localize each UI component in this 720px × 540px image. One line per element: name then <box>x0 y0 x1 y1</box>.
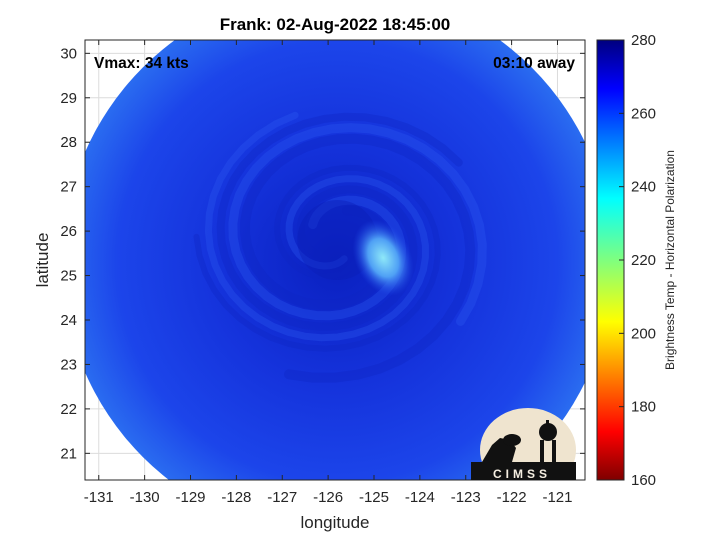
spiral-band <box>228 123 487 326</box>
y-tick-label: 30 <box>60 45 77 62</box>
spiral-band <box>216 112 463 331</box>
x-tick-label: -122 <box>497 489 527 506</box>
cimss-logo: CIMSS <box>471 408 576 481</box>
x-tick-label: -123 <box>451 489 481 506</box>
chart-title: Frank: 02-Aug-2022 18:45:00 <box>220 15 451 34</box>
y-tick-label: 27 <box>60 179 77 196</box>
spiral-band <box>204 111 429 342</box>
y-tick-label: 21 <box>60 445 77 462</box>
colorbar-tick-label: 260 <box>631 105 656 122</box>
x-axis-label: longitude <box>300 513 369 532</box>
x-tick-label: -129 <box>175 489 205 506</box>
y-axis-ticks: 21 22 23 24 25 26 27 28 29 30 <box>60 45 585 462</box>
bright-convection-spot <box>352 219 414 296</box>
colorbar-tick-label: 160 <box>631 472 656 489</box>
x-axis-ticks: -131 -130 -129 -128 -127 -126 -125 -124 -123 -122… <box>84 40 572 506</box>
colorbar-tick-label: 280 <box>631 32 656 49</box>
colorbar-tick-label: 220 <box>631 252 656 269</box>
x-tick-label: -130 <box>130 489 160 506</box>
y-tick-label: 26 <box>60 223 77 240</box>
time-away-annotation: 03:10 away <box>493 55 575 72</box>
x-tick-label: -131 <box>84 489 114 506</box>
colorbar-ticks: 160 180 200 220 240 260 280 <box>619 32 656 489</box>
vmax-annotation: Vmax: 34 kts <box>94 55 189 72</box>
colorbar-tick-label: 200 <box>631 325 656 342</box>
y-tick-label: 28 <box>60 134 77 151</box>
x-tick-label: -124 <box>405 489 435 506</box>
y-tick-label: 22 <box>60 401 77 418</box>
spiral-band <box>193 164 441 352</box>
colorbar-tick-label: 240 <box>631 179 656 196</box>
y-tick-label: 23 <box>60 356 77 373</box>
y-tick-label: 24 <box>60 312 77 329</box>
x-tick-label: -125 <box>359 489 389 506</box>
logo-text: CIMSS <box>493 467 551 481</box>
x-tick-label: -126 <box>313 489 343 506</box>
x-tick-label: -121 <box>542 489 572 506</box>
colorbar-label: Brightness Temp - Horizontal Polarizatio… <box>663 150 677 370</box>
colorbar-tick-label: 180 <box>631 399 656 416</box>
y-tick-label: 29 <box>60 90 77 107</box>
x-tick-label: -127 <box>267 489 297 506</box>
x-tick-label: -128 <box>221 489 251 506</box>
y-axis-label: latitude <box>33 233 52 288</box>
y-tick-label: 25 <box>60 268 77 285</box>
swath-layer <box>85 40 585 480</box>
axes-box <box>84 39 586 481</box>
swath-disc <box>85 40 585 480</box>
